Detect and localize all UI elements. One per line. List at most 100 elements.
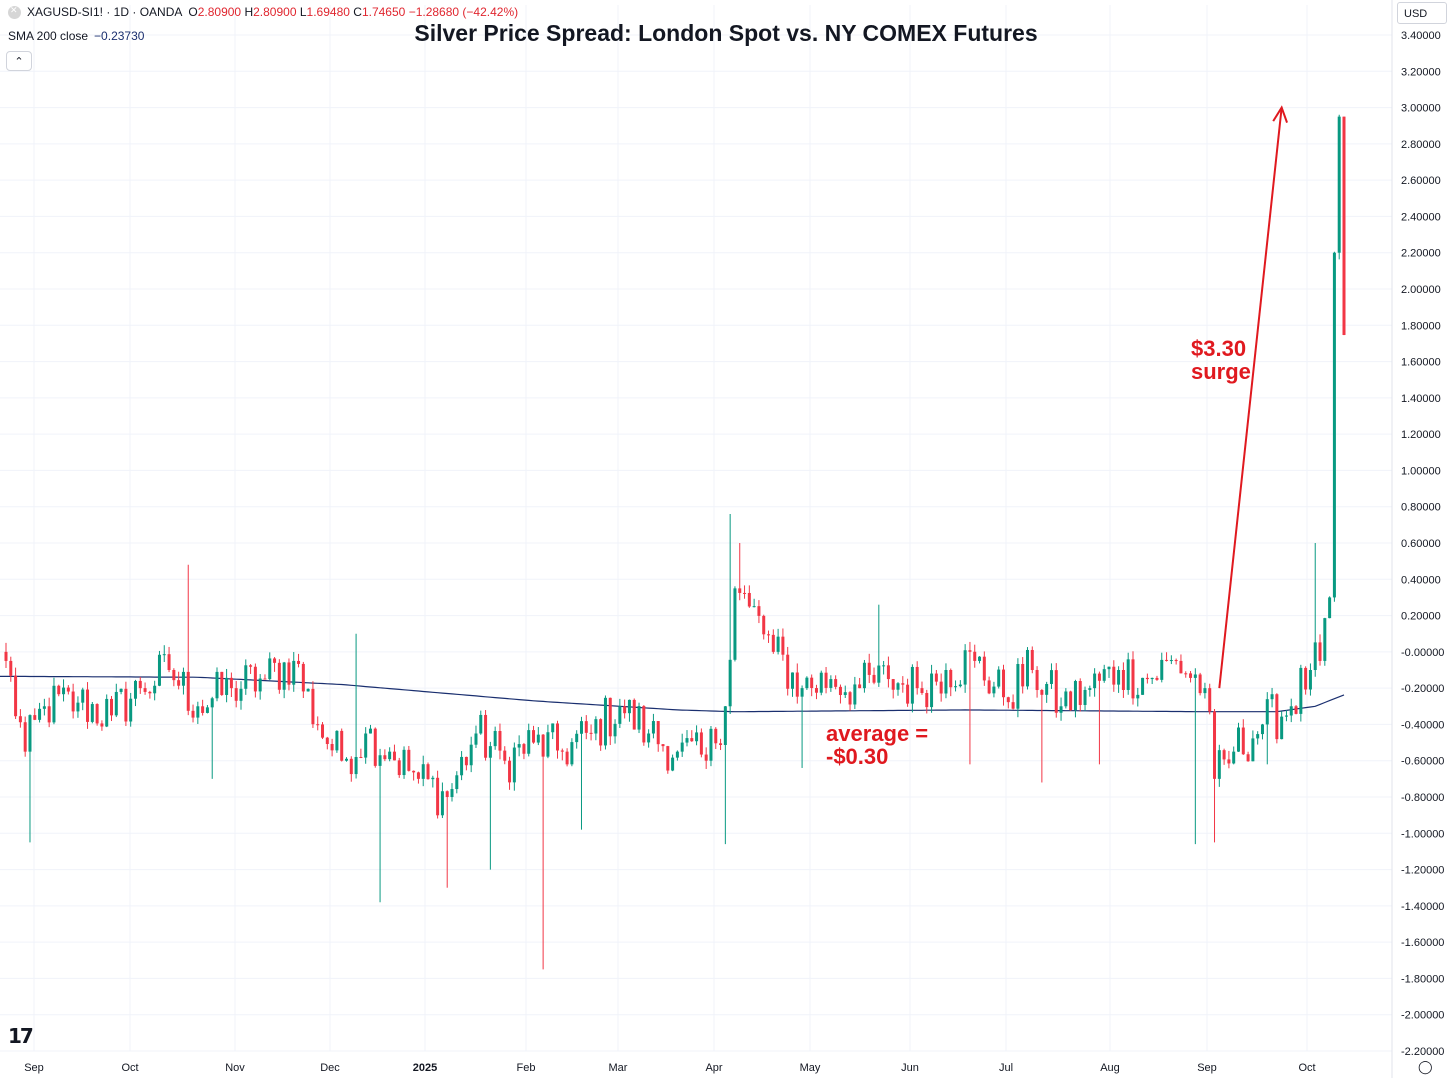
candle-body (388, 751, 392, 760)
candle-body (834, 679, 838, 687)
candle-body (1232, 751, 1236, 764)
candle-body (661, 744, 665, 747)
price-axis[interactable]: 3.40000 3.20000 3.00000 2.80000 2.60000 2.400… (1391, 0, 1444, 1078)
candle-body (637, 706, 641, 730)
candle-body (38, 708, 42, 720)
candle-body (843, 692, 847, 696)
candle-body (1069, 691, 1073, 711)
candle-body (71, 691, 75, 712)
candle-body (335, 730, 339, 751)
candle-body (1280, 716, 1284, 740)
y-tick-label: 1.00000 (1401, 465, 1441, 477)
change-value: −1.28680 (−42.42%) (408, 5, 519, 19)
candle-body (66, 687, 70, 692)
average-annotation: average = -$0.30 (826, 722, 928, 768)
candle-body (1332, 252, 1336, 598)
candle-body (277, 662, 281, 690)
candle-body (1236, 727, 1240, 752)
candle-body (28, 715, 32, 752)
candle-body (795, 672, 799, 697)
y-tick-label: 1.20000 (1401, 429, 1441, 441)
candle-body (162, 654, 166, 656)
candle-body (954, 686, 958, 688)
candle-body (589, 732, 593, 734)
candle-body (86, 689, 90, 722)
candle-body (316, 724, 320, 726)
candle-body (767, 634, 771, 636)
candle-body (814, 688, 818, 693)
candle-body (1256, 734, 1260, 739)
candle-body (1059, 706, 1063, 713)
candle-body (517, 744, 521, 748)
symbol-legend[interactable]: XAGUSD-SI1! · 1D · OANDA O2.80900 H2.809… (8, 5, 518, 19)
candle-body (244, 665, 248, 689)
candle-body (982, 656, 986, 681)
candle-body (508, 760, 512, 783)
surge-amount: $3.30 (1191, 336, 1247, 361)
candle-body (383, 755, 387, 760)
y-tick-label: -1.00000 (1401, 828, 1444, 840)
candle-body (1121, 670, 1125, 690)
candle-body (110, 698, 114, 716)
y-tick-label: -0.60000 (1401, 756, 1444, 768)
candle-body (853, 684, 857, 705)
candle-body (997, 669, 1001, 687)
y-tick-label: -1.60000 (1401, 937, 1444, 949)
y-tick-label: -1.80000 (1401, 973, 1444, 985)
settings-icon[interactable]: ◯ (1418, 1059, 1433, 1074)
candle-body (1265, 699, 1269, 725)
candle-body (805, 677, 809, 689)
candle-body (133, 680, 137, 699)
surge-arrow-head (1272, 105, 1288, 123)
candle-body (282, 662, 286, 690)
candle-body (1136, 694, 1140, 699)
candle-body (613, 723, 617, 737)
y-tick-label: 2.40000 (1401, 211, 1441, 223)
time-axis[interactable]: Sep Oct Nov Dec 2025 Feb Mar Apr May Jun Jul Aug Sep… (24, 1062, 1315, 1074)
candle-body (680, 742, 684, 752)
candle-body (205, 707, 209, 713)
candle-body (901, 683, 905, 685)
currency-selector[interactable]: USD (1397, 2, 1447, 24)
y-tick-label: 3.20000 (1401, 66, 1441, 78)
candle-body (862, 662, 866, 689)
candle-body (100, 723, 104, 727)
x-tick-label: Dec (320, 1062, 340, 1074)
symbol-name[interactable]: XAGUSD-SI1! · 1D · OANDA (27, 5, 183, 19)
candle-body (1002, 669, 1006, 698)
candle-body (896, 683, 900, 690)
x-tick-label: Aug (1100, 1062, 1120, 1074)
collapse-legend-button[interactable]: ⌃ (6, 51, 32, 71)
candle-body (330, 744, 334, 751)
candle-body (167, 654, 171, 670)
candle-body (858, 684, 862, 689)
y-tick-label: 0.20000 (1401, 611, 1441, 623)
candle-body (1270, 694, 1274, 700)
candle-body (781, 636, 785, 655)
candle-body (949, 670, 953, 688)
candle-body (546, 732, 550, 757)
y-tick-label: 0.80000 (1401, 502, 1441, 514)
y-tick-label: -0.20000 (1401, 683, 1444, 695)
candle-body (287, 662, 291, 685)
candle-body (944, 670, 948, 694)
x-tick-label: Jun (901, 1062, 919, 1074)
sma-200-line (0, 675, 1345, 713)
candle-body (934, 673, 938, 682)
candle-body (1040, 690, 1044, 695)
candle-body (1150, 677, 1154, 680)
tradingview-logo[interactable]: 17 (8, 1024, 34, 1048)
candle-body (695, 732, 699, 742)
candle-body (201, 706, 205, 713)
y-tick-label: -0.80000 (1401, 792, 1444, 804)
candle-body (747, 592, 751, 607)
candle-body (220, 671, 224, 695)
surge-arrow (1218, 105, 1288, 689)
candle-body (1289, 706, 1293, 716)
candle-body (790, 672, 794, 689)
candle-body (771, 634, 775, 652)
sma-legend[interactable]: SMA 200 close −0.23730 (8, 29, 144, 43)
candle-body (1112, 666, 1116, 685)
sma-value: −0.23730 (94, 29, 145, 43)
